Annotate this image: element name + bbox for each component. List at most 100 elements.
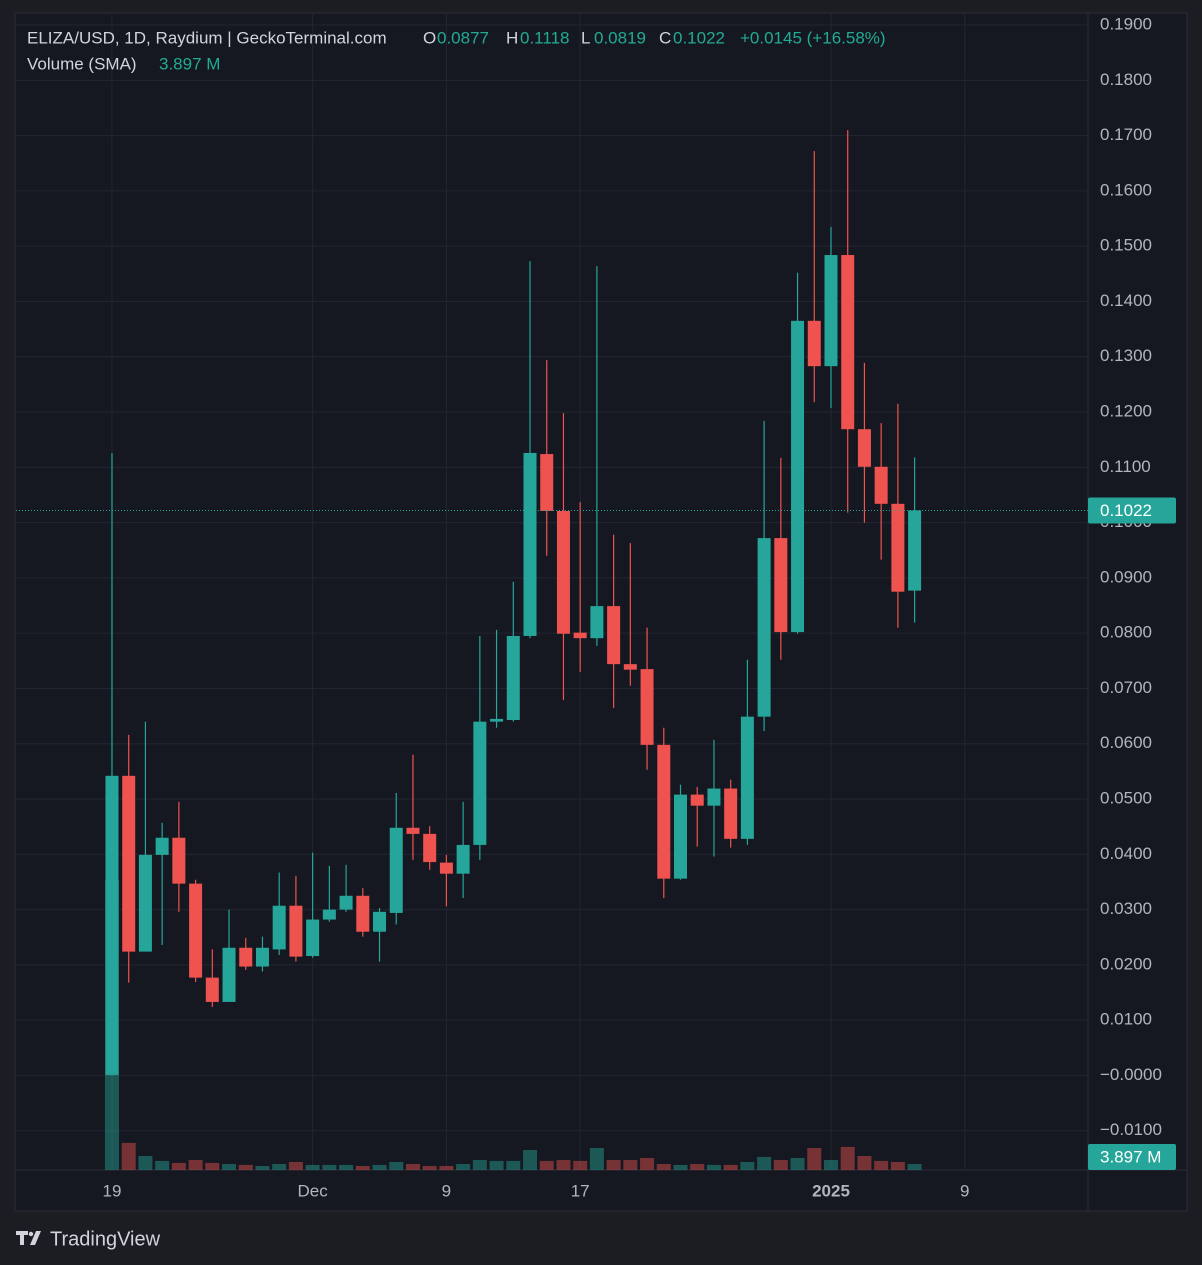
volume-bar <box>422 1165 437 1170</box>
volume-bar <box>456 1163 471 1170</box>
candle-body <box>339 895 353 910</box>
volume-bar <box>489 1160 504 1170</box>
candle-body <box>841 255 855 430</box>
y-tick-label: 0.1300 <box>1100 346 1152 365</box>
volume-bar <box>807 1147 822 1170</box>
x-tick-label: 9 <box>442 1181 451 1200</box>
volume-bar <box>690 1163 705 1170</box>
volume-bar <box>255 1165 270 1170</box>
y-tick-label: 0.1400 <box>1100 291 1152 310</box>
last-price-label: 0.1022 <box>1100 501 1152 520</box>
volume-bar <box>606 1159 621 1170</box>
volume-bar <box>823 1159 838 1170</box>
candle-body <box>289 905 303 957</box>
volume-bar <box>355 1165 370 1170</box>
candle-body <box>523 452 537 636</box>
volume-bar <box>188 1159 203 1170</box>
candle-body <box>824 255 838 367</box>
volume-bar <box>405 1163 420 1170</box>
volume-tag <box>1088 1144 1176 1170</box>
ohlc-value: 0.1022 <box>673 28 725 47</box>
candle-body <box>740 716 754 839</box>
y-tick-label: 0.0500 <box>1100 789 1152 808</box>
y-tick-label: 0.0900 <box>1100 567 1152 586</box>
volume-bar <box>238 1164 253 1170</box>
volume-bar <box>389 1161 404 1170</box>
volume-bar <box>757 1156 772 1170</box>
candle-body <box>205 977 219 1002</box>
candle-body <box>322 909 336 920</box>
volume-bar <box>890 1161 905 1170</box>
volume-bar <box>523 1149 538 1170</box>
volume-bar <box>222 1163 237 1170</box>
x-tick-label: 9 <box>960 1181 969 1200</box>
candle-body <box>757 538 771 717</box>
candle-body <box>122 775 136 952</box>
candle-body <box>155 837 169 855</box>
volume-bar <box>205 1162 220 1170</box>
volume-bar <box>874 1160 889 1170</box>
candle-body <box>272 905 286 950</box>
candle-body <box>607 606 621 665</box>
ohlc-label: O <box>423 28 436 47</box>
candle-body <box>406 827 420 834</box>
volume-bar <box>439 1165 454 1170</box>
volume-bar <box>589 1147 604 1170</box>
brand-logo <box>16 1231 41 1245</box>
candle-body <box>473 721 487 845</box>
chart-title: ELIZA/USD, 1D, Raydium | GeckoTerminal.c… <box>27 28 387 47</box>
candle-body <box>874 466 888 504</box>
x-tick-label: Dec <box>298 1181 329 1200</box>
candle-body <box>807 320 821 367</box>
ohlc-label: L <box>581 28 590 47</box>
candle-body <box>439 862 453 874</box>
y-tick-label: −0.0100 <box>1100 1120 1162 1139</box>
x-tick-label: 19 <box>103 1181 122 1200</box>
y-tick-label: 0.0400 <box>1100 844 1152 863</box>
candle-body <box>791 320 805 633</box>
x-tick-label: 17 <box>571 1181 590 1200</box>
y-tick-label: 0.1200 <box>1100 402 1152 421</box>
volume-bar <box>857 1155 872 1170</box>
volume-bar <box>339 1164 354 1170</box>
y-tick-label: −0.0000 <box>1100 1065 1162 1084</box>
y-tick-label: 0.1600 <box>1100 180 1152 199</box>
brand: TradingView <box>50 1228 161 1250</box>
y-tick-label: 0.0300 <box>1100 899 1152 918</box>
volume-bar <box>706 1164 721 1170</box>
volume-bar <box>305 1164 320 1170</box>
volume-bar <box>673 1164 688 1170</box>
y-tick-label: 0.0100 <box>1100 1010 1152 1029</box>
volume-bar <box>556 1159 571 1170</box>
candle-body <box>891 503 905 592</box>
y-tick-label: 0.1500 <box>1100 236 1152 255</box>
volume-bar <box>740 1161 755 1170</box>
x-tick-label: 2025 <box>812 1181 850 1200</box>
volume-value: 3.897 M <box>159 54 220 73</box>
candle-body <box>690 794 704 806</box>
candle-body <box>674 794 688 879</box>
volume-bar <box>907 1164 922 1170</box>
y-tick-label: 0.1700 <box>1100 125 1152 144</box>
volume-bar <box>272 1163 287 1170</box>
ohlc-value: 0.1118 <box>520 28 569 47</box>
y-tick-label: 0.0200 <box>1100 954 1152 973</box>
candle-body <box>857 429 871 467</box>
volume-bar <box>322 1164 337 1170</box>
volume-bar <box>773 1159 788 1170</box>
candle-body <box>456 844 470 874</box>
candle-body <box>573 632 587 639</box>
ohlc-value: 0.0877 <box>437 28 489 47</box>
candle-body <box>356 895 370 932</box>
ohlc-label: H <box>506 28 518 47</box>
y-tick-label: 0.0600 <box>1100 733 1152 752</box>
volume-bar <box>790 1157 805 1170</box>
ohlc-value: 0.0819 <box>594 28 646 47</box>
ohlc-label: C <box>659 28 671 47</box>
volume-bar <box>288 1161 303 1170</box>
grid <box>16 14 1088 1170</box>
candle-body <box>172 837 186 884</box>
volume-bar <box>656 1163 671 1170</box>
